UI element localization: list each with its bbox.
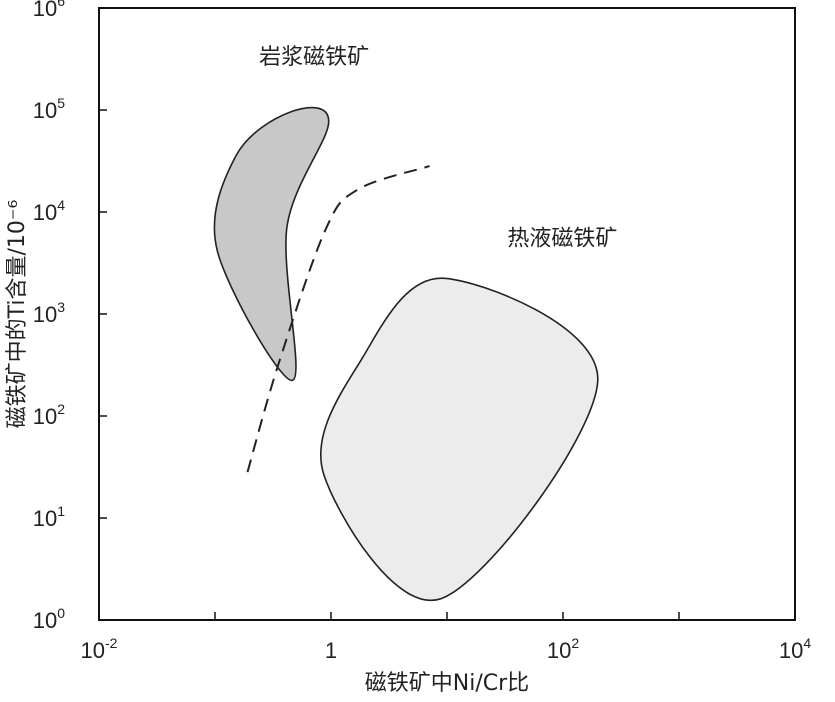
y-tick-label: 102 (33, 401, 65, 429)
region-1-label: 岩浆磁铁矿 (259, 45, 369, 70)
region-2-label: 热液磁铁矿 (507, 227, 617, 252)
boundary-layer (246, 165, 430, 473)
ticks-layer (98, 7, 796, 621)
regions-layer (213, 106, 599, 602)
boundary-dashed-line (246, 165, 430, 473)
y-tick-label: 106 (33, 0, 65, 21)
region-2-area (319, 277, 599, 602)
x-tick-label: 102 (547, 635, 579, 663)
y-tick-label: 105 (33, 95, 65, 123)
y-tick-label: 104 (33, 197, 65, 225)
y-tick-label: 101 (33, 503, 65, 531)
region-1-area (213, 106, 330, 382)
x-tick-label: 10-2 (81, 635, 118, 663)
y-axis-title: 磁铁矿中的Ti含量/10⁻⁶ (5, 199, 30, 428)
x-tick-label: 1 (325, 638, 337, 663)
y-tick-label: 103 (33, 299, 65, 327)
y-tick-label: 100 (33, 605, 65, 633)
x-axis-title: 磁铁矿中Ni/Cr比 (365, 671, 529, 696)
x-tick-label: 104 (779, 635, 811, 663)
